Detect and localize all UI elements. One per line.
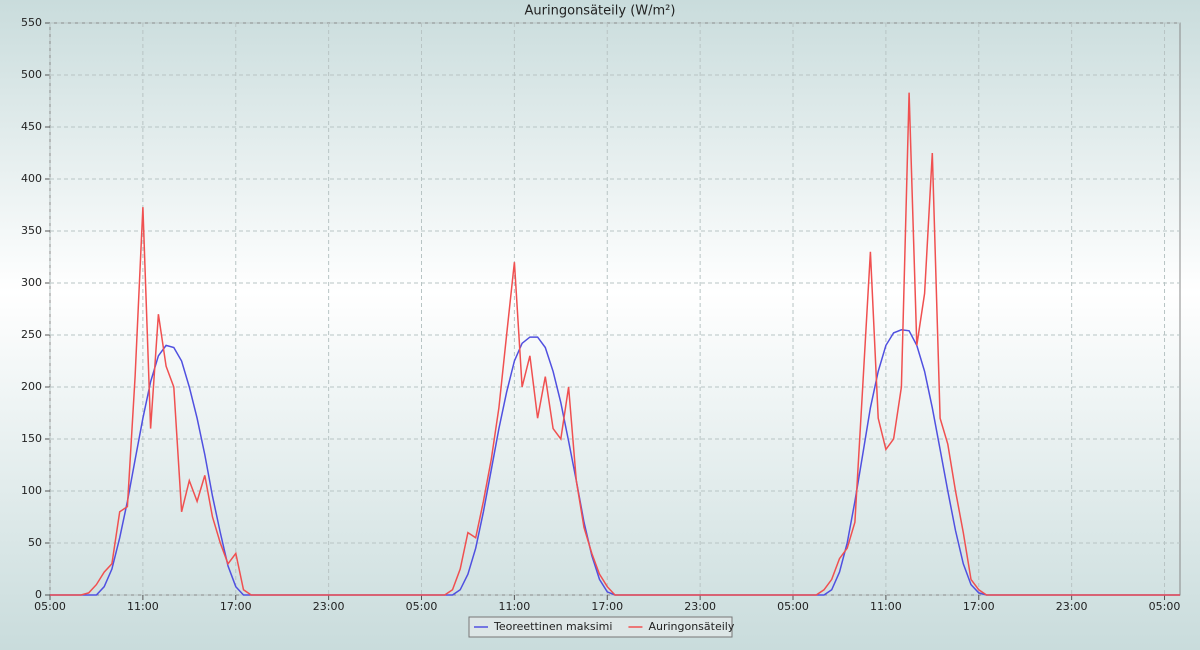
y-tick-label: 350 — [21, 224, 42, 237]
y-tick-label: 400 — [21, 172, 42, 185]
legend-label: Teoreettinen maksimi — [493, 620, 612, 633]
y-tick-label: 200 — [21, 380, 42, 393]
y-tick-label: 300 — [21, 276, 42, 289]
y-tick-label: 250 — [21, 328, 42, 341]
line-series — [50, 92, 1180, 596]
x-tick-label: 17:00 — [220, 600, 252, 613]
legend: Teoreettinen maksimi Auringonsäteily — [468, 616, 735, 638]
y-tick-label: 100 — [21, 484, 42, 497]
y-tick-label: 500 — [21, 68, 42, 81]
y-tick-label: 50 — [28, 536, 42, 549]
chart-title: Auringonsäteily (W/m²) — [525, 4, 676, 19]
x-tick-label: 23:00 — [313, 600, 345, 613]
x-tick-label: 11:00 — [127, 600, 159, 613]
y-tick-label: 0 — [35, 588, 42, 601]
y-tick-label: 450 — [21, 120, 42, 133]
x-tick-label: 05:00 — [1149, 600, 1181, 613]
x-tick-label: 05:00 — [777, 600, 809, 613]
y-tick-label: 550 — [21, 16, 42, 29]
x-tick-label: 05:00 — [406, 600, 438, 613]
legend-label: Auringonsäteily — [648, 620, 734, 633]
y-tick-label: 150 — [21, 432, 42, 445]
x-tick-label: 05:00 — [34, 600, 66, 613]
legend-box — [468, 616, 733, 638]
x-tick-label: 23:00 — [1056, 600, 1088, 613]
x-tick-label: 17:00 — [591, 600, 623, 613]
x-tick-label: 23:00 — [684, 600, 716, 613]
x-tick-label: 11:00 — [499, 600, 531, 613]
x-tick-label: 11:00 — [870, 600, 902, 613]
x-tick-label: 17:00 — [963, 600, 995, 613]
